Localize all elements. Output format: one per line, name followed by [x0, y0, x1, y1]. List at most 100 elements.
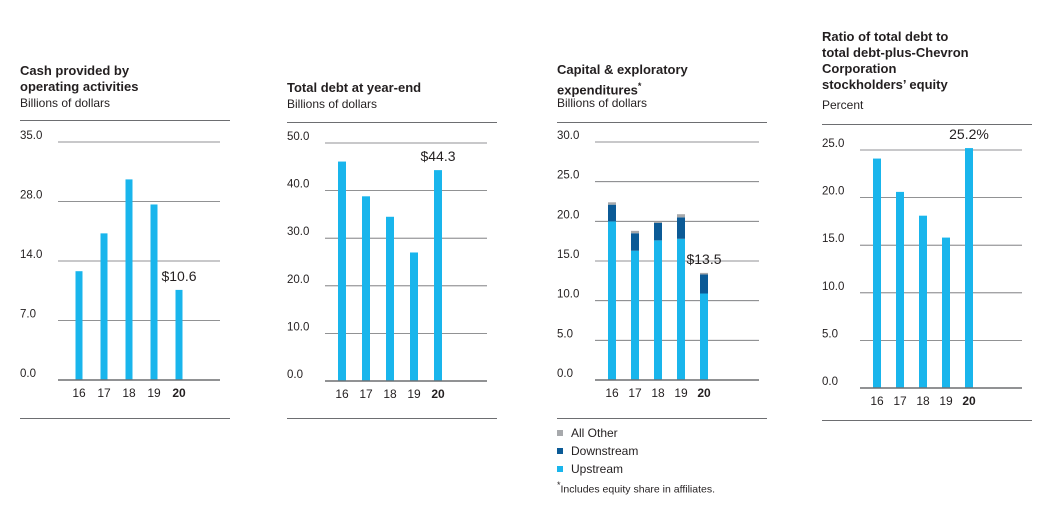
x-tick-label: 17	[359, 387, 373, 401]
y-tick-label: 40.0	[287, 179, 309, 191]
y-tick-label: 20.0	[822, 186, 844, 198]
bar-upstream	[677, 238, 685, 380]
bar	[896, 191, 904, 388]
chart-subtitle: Percent	[822, 98, 864, 112]
panel-total-debt: Total debt at year-end Billions of dolla…	[287, 0, 497, 512]
x-tick-label: 16	[870, 394, 884, 408]
bar-downstream	[654, 222, 662, 241]
bar	[100, 233, 108, 380]
x-tick-label: 20	[697, 386, 711, 400]
legend-swatch-all-other	[557, 430, 563, 436]
y-tick-label: 35.0	[20, 130, 42, 142]
bar	[175, 289, 183, 380]
legend-label: All Other	[571, 426, 618, 440]
top-rule	[287, 122, 497, 123]
bar	[410, 252, 418, 381]
legend-item-upstream: Upstream	[557, 460, 638, 478]
chart-title: Total debt at year-end	[287, 80, 421, 96]
bar-all-other	[654, 221, 662, 223]
chart-plot: 0.0 7.0 14.0 28.0 35.0 16 17 18 19 20 $10.6	[20, 130, 220, 400]
y-tick-label: 7.0	[20, 309, 36, 321]
legend-swatch-upstream	[557, 466, 563, 472]
chart-title-line: Capital & exploratory	[557, 62, 688, 77]
chart-title-text: expenditures	[557, 82, 638, 98]
x-tick-label: 17	[97, 386, 111, 400]
x-tick-label: 20	[962, 394, 976, 408]
chart-title: Ratio of total debt to total debt-plus-C…	[822, 29, 969, 93]
legend-swatch-downstream	[557, 448, 563, 454]
legend-item-all-other: All Other	[557, 424, 638, 442]
bottom-rule	[557, 418, 767, 419]
y-tick-label: 50.0	[287, 131, 309, 143]
bar	[434, 170, 442, 381]
y-tick-label: 14.0	[20, 249, 42, 261]
chart-title-line: total debt-plus-Chevron	[822, 45, 969, 60]
chart-title-line: Total debt at year-end	[287, 80, 422, 95]
x-tick-label: 16	[72, 386, 86, 400]
x-tick-label: 18	[122, 386, 136, 400]
data-label: 25.2%	[949, 126, 989, 142]
bar	[942, 237, 950, 388]
chart-title-line: Cash provided by	[20, 63, 130, 78]
y-tick-label: 20.0	[287, 274, 309, 286]
chart-title-line: Corporation	[822, 61, 897, 76]
x-tick-label: 18	[651, 386, 665, 400]
y-tick-label: 5.0	[822, 328, 838, 340]
x-tick-label: 16	[335, 387, 349, 401]
legend-label: Downstream	[571, 444, 639, 458]
y-tick-label: 20.0	[557, 209, 579, 221]
bar-upstream	[631, 250, 639, 380]
chart-title: Capital & exploratory expenditures*	[557, 62, 688, 98]
y-tick-label: 15.0	[557, 249, 579, 261]
chart-title-line: expenditures*	[557, 78, 688, 98]
bar	[362, 196, 370, 381]
bar	[338, 161, 346, 381]
x-tick-label: 19	[147, 386, 161, 400]
chart-title-line: Ratio of total debt to	[822, 29, 949, 44]
bar	[75, 271, 83, 380]
footnote-text: Includes equity share in affiliates.	[560, 483, 715, 496]
top-rule	[822, 124, 1032, 125]
legend-label: Upstream	[571, 462, 624, 476]
y-tick-label: 0.0	[822, 376, 838, 388]
bar-downstream	[608, 204, 616, 222]
panel-cash-from-operations: Cash provided by operating activities Bi…	[20, 0, 230, 512]
y-tick-label: 0.0	[20, 368, 36, 380]
y-tick-label: 25.0	[557, 170, 579, 182]
bar-upstream	[654, 240, 662, 380]
chart-subtitle: Billions of dollars	[287, 97, 378, 111]
bar	[150, 204, 158, 380]
bar	[965, 148, 973, 388]
x-tick-label: 19	[939, 394, 953, 408]
bar-all-other	[700, 272, 708, 275]
chart-title: Cash provided by operating activities	[20, 63, 138, 95]
y-tick-label: 0.0	[557, 368, 573, 380]
y-tick-label: 10.0	[822, 281, 844, 293]
y-tick-label: 25.0	[822, 138, 844, 150]
chart-title-line: operating activities	[20, 79, 139, 94]
legend-item-downstream: Downstream	[557, 442, 638, 460]
y-tick-label: 0.0	[287, 369, 303, 381]
bar-all-other	[677, 214, 685, 218]
legend: All Other Downstream Upstream	[557, 424, 638, 478]
chart-subtitle: Billions of dollars	[20, 96, 111, 110]
y-tick-label: 10.0	[557, 289, 579, 301]
chart-title-line: stockholders’ equity	[822, 77, 948, 92]
bar-downstream	[631, 233, 639, 251]
x-tick-label: 17	[893, 394, 907, 408]
x-tick-label: 20	[172, 386, 186, 400]
data-label: $44.3	[420, 148, 455, 164]
chart-plot: 0.0 5.0 10.0 15.0 20.0 25.0 16 17 18 19 20 25.2%	[822, 126, 1022, 408]
y-tick-label: 10.0	[287, 321, 309, 333]
bar-upstream	[608, 221, 616, 380]
x-tick-label: 18	[916, 394, 930, 408]
bar	[386, 216, 394, 381]
x-tick-label: 19	[407, 387, 421, 401]
bar	[125, 179, 133, 380]
data-label: $13.5	[686, 251, 721, 267]
y-tick-label: 5.0	[557, 328, 573, 340]
bottom-rule	[822, 420, 1032, 421]
bar-downstream	[677, 217, 685, 239]
y-tick-label: 15.0	[822, 233, 844, 245]
panel-capital-exploratory: Capital & exploratory expenditures* Bill…	[557, 0, 767, 512]
